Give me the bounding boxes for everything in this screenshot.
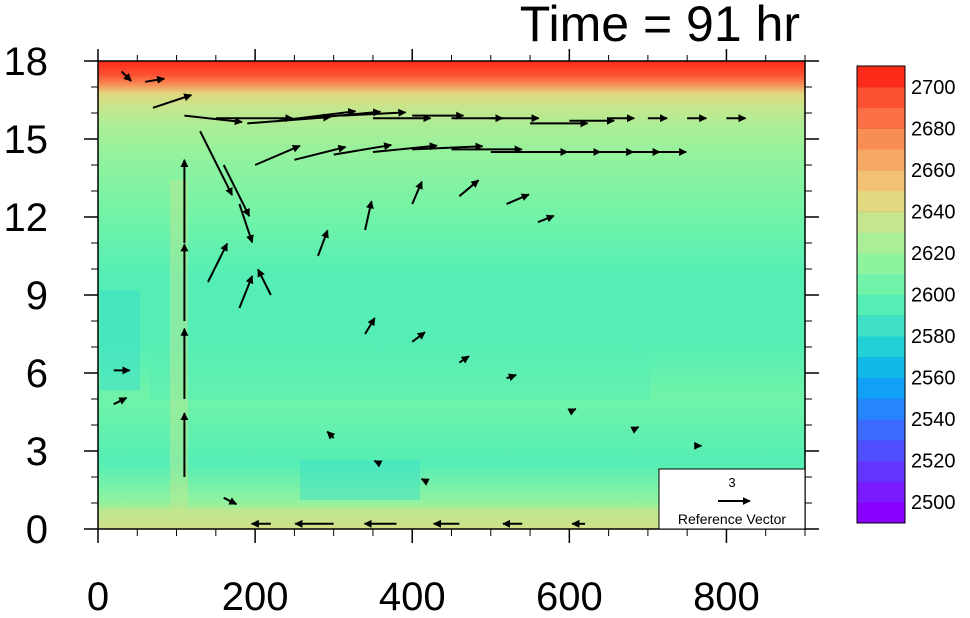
colorbar-tick-label: 2540: [911, 409, 956, 431]
colorbar-segment: [857, 481, 905, 503]
chart-title: Time = 91 hr: [520, 0, 800, 52]
x-tick-label: 600: [536, 575, 603, 618]
wind-vector: [144, 75, 166, 84]
colorbar-tick-label: 2700: [911, 77, 956, 99]
colorbar-segment: [857, 419, 905, 441]
colorbar-tick-label: 2680: [911, 118, 956, 140]
wind-vector: [506, 373, 517, 382]
colorbar-segment: [857, 273, 905, 295]
x-tick-label: 200: [222, 575, 289, 618]
wind-vector: [458, 355, 470, 364]
wind-vector: [184, 114, 243, 126]
wind-vector: [254, 144, 301, 166]
colorbar-segment: [857, 211, 905, 233]
wind-vector: [458, 179, 480, 197]
colorbar-frame: [856, 65, 906, 524]
wind-vector: [364, 200, 374, 231]
wind-vector: [412, 142, 484, 151]
colorbar-segment: [857, 128, 905, 150]
colorbar-segment: [857, 356, 905, 379]
x-tick-label: 800: [693, 575, 760, 618]
colorbar-segment: [857, 460, 905, 482]
wind-vector: [238, 275, 254, 309]
contour-field: [98, 61, 805, 529]
wind-vector: [113, 396, 128, 406]
colorbar-tick-label: 2580: [911, 326, 956, 348]
colorbar-segment: [857, 315, 905, 337]
colorbar-segment: [857, 86, 905, 109]
wind-vector: [257, 268, 272, 296]
reference-vector-frame: [658, 468, 806, 530]
axes: 0 200 400 600 800 0 3 6 9 12 15 18: [4, 40, 819, 618]
colorbar-segment: [857, 502, 905, 524]
wind-vector: [207, 242, 229, 283]
wind-vector: [537, 214, 555, 224]
contour-band-cold-mid: [150, 320, 650, 400]
colorbar-segment: [857, 398, 905, 420]
colorbar-segment: [857, 66, 905, 88]
wind-vector: [222, 164, 251, 217]
reference-vector-value: 3: [728, 475, 735, 490]
wind-vector: [278, 108, 357, 122]
y-tick-label: 12: [4, 196, 49, 240]
wind-vector: [120, 70, 132, 82]
colorbar: 2500 2520 2540 2560 2580 2600 2620 2640 2660 2680…: [856, 65, 956, 524]
wind-vectors: [113, 70, 747, 528]
contour-band-cold-left: [100, 290, 140, 390]
wind-vector: [326, 430, 336, 440]
x-tick-label: 400: [379, 575, 446, 618]
wind-vector: [411, 331, 426, 343]
wind-vector: [420, 478, 430, 486]
colorbar-segment: [857, 294, 905, 316]
colorbar-segment: [857, 107, 905, 129]
colorbar-tick-label: 2560: [911, 368, 956, 390]
y-tick-label: 3: [26, 430, 48, 474]
colorbar-tick-label: 2600: [911, 285, 956, 307]
colorbar-tick-label: 2520: [911, 451, 956, 473]
wind-vector: [341, 108, 407, 117]
colorbar-segment: [857, 169, 905, 192]
x-tick-label: 0: [87, 575, 109, 618]
wind-vector: [317, 229, 329, 257]
colorbar-tick-label: 2660: [911, 160, 956, 182]
wind-vector: [364, 317, 376, 335]
wind-vector: [223, 496, 238, 506]
wind-vector: [238, 203, 254, 244]
y-tick-label: 0: [26, 508, 48, 552]
colorbar-segment: [857, 377, 905, 399]
wind-vector: [152, 93, 193, 109]
reference-vector-label: Reference Vector: [678, 511, 787, 527]
colorbar-segment: [857, 252, 905, 275]
wind-vector: [373, 459, 383, 468]
y-tick-label: 18: [4, 40, 49, 84]
colorbar-segment: [857, 439, 905, 462]
wind-vector: [567, 407, 577, 416]
wind-vector: [411, 180, 423, 205]
colorbar-tick-label: 2500: [911, 492, 956, 514]
colorbar-segment: [857, 190, 905, 212]
contour-band-warm-bottom: [98, 508, 805, 529]
y-tick-label: 15: [4, 118, 49, 162]
wind-vector: [630, 426, 640, 434]
colorbar-tick-label: 2640: [911, 201, 956, 223]
wind-vector: [506, 193, 530, 205]
wind-vector: [294, 144, 347, 161]
colorbar-segment: [857, 336, 905, 358]
wind-vector: [333, 142, 393, 156]
colorbar-tick-label: 2620: [911, 243, 956, 265]
colorbar-segment: [857, 149, 905, 171]
y-tick-label: 9: [26, 274, 48, 318]
colorbar-segment: [857, 232, 905, 254]
plot-area: [97, 60, 806, 530]
reference-vector-box: 3 Reference Vector: [658, 468, 806, 530]
wind-vector: [372, 142, 438, 153]
wind-vector: [199, 130, 234, 196]
y-tick-label: 6: [26, 352, 48, 396]
contour-band-cold-bottom: [300, 460, 420, 500]
